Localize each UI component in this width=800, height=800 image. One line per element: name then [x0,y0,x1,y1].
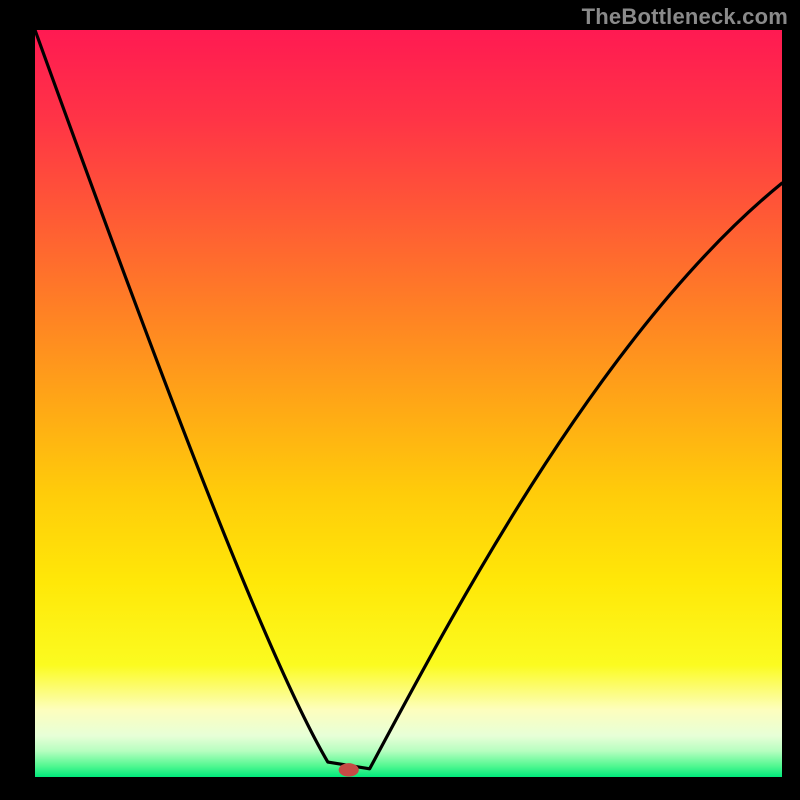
optimum-marker [339,763,359,776]
watermark-text: TheBottleneck.com [582,4,788,30]
bottleneck-curve-chart [0,0,800,800]
chart-frame: TheBottleneck.com [0,0,800,800]
plot-background [35,30,782,777]
